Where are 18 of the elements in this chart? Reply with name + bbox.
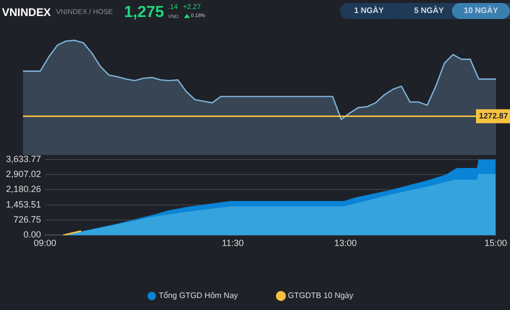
y-tick-label: 2,907.02 xyxy=(6,169,42,180)
text: 5 NGÀY xyxy=(400,3,458,19)
x-tick-label: 09:00 xyxy=(34,238,56,248)
chart-title: VNINDEX xyxy=(2,7,51,19)
x-tick-label: 13:00 xyxy=(334,238,357,248)
x-tick-label: 11:30 xyxy=(222,238,244,248)
text: 1 NGÀY xyxy=(340,3,398,19)
y-tick-label: 1,453.51 xyxy=(6,199,42,210)
legend-label: GTGDTB 10 Ngày xyxy=(288,291,354,300)
y-tick-label: 726.75 xyxy=(14,214,42,225)
y-tick-label: 0.00 xyxy=(24,230,42,240)
y-tick-label: 3,633.77 xyxy=(6,154,42,164)
text: 1,275 xyxy=(124,4,164,22)
legend-label: Tổng GTGD Hôm Nay xyxy=(158,291,238,300)
y-tick-label: 2,180.26 xyxy=(6,184,42,194)
annotation: 1272.87 xyxy=(479,111,508,120)
text: 10 NGÀY xyxy=(452,3,510,19)
x-tick-label: 15:00 xyxy=(484,238,508,248)
